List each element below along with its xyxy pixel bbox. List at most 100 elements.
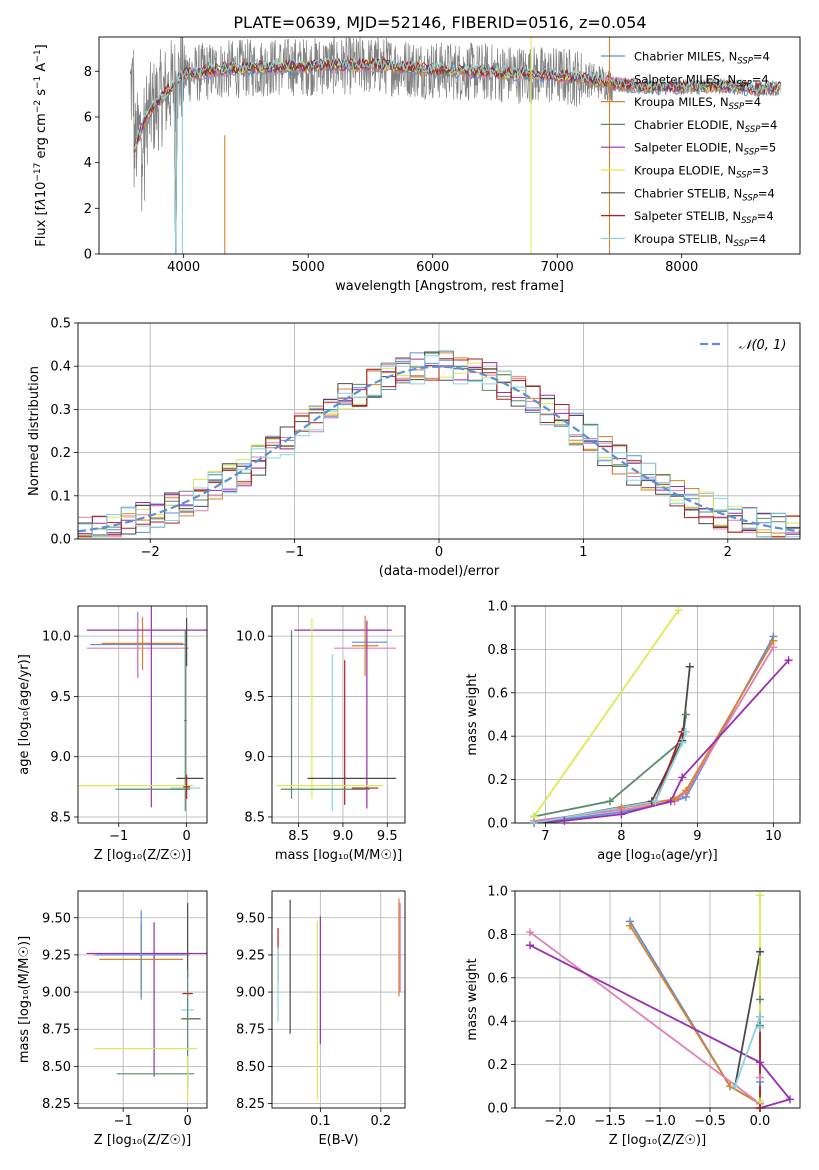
weight-point-marker xyxy=(666,797,675,806)
weight-point-marker xyxy=(606,797,614,806)
mass_vs_Z-plot: −1 0 8.25 8.50 8.75 9.00 9.25 9.50 Z [log₁₀(Z/Z☉… xyxy=(17,890,208,1148)
x-tick-label: 0 xyxy=(182,829,190,844)
weight-point-marker xyxy=(756,1104,764,1112)
y-tick-label: 9.5 xyxy=(50,690,71,705)
y-tick-label: 0.6 xyxy=(487,686,508,701)
age_vs_Z-plot: −1 0 8.5 9.0 9.5 10.0 Z [log₁₀(Z/Z☉)] age [log₁… xyxy=(17,605,208,863)
y-tick-label: 8.5 xyxy=(244,810,265,825)
mass_vs_EBV-plot: 0.1 0.2 8.25 8.50 8.75 9.00 9.25 9.50 E(B-V) xyxy=(236,890,406,1148)
x-tick-label: 6000 xyxy=(416,260,449,275)
y-axis-label: Normed distribution xyxy=(27,366,42,496)
x-tick-label: 8.5 xyxy=(288,829,309,844)
axes-frame xyxy=(271,605,406,824)
x-tick-label: −2.0 xyxy=(544,1114,576,1129)
x-tick-label: 7000 xyxy=(541,260,574,275)
y-tick-label: 0.4 xyxy=(50,360,71,375)
y-tick-label: 0.1 xyxy=(50,489,71,504)
weight-series-line xyxy=(533,659,790,823)
x-axis-label: (data-model)/error xyxy=(379,564,500,579)
x-tick-label: 8000 xyxy=(665,260,698,275)
y-tick-label: 10.0 xyxy=(236,630,265,645)
y-tick-label: 0.3 xyxy=(50,403,71,418)
x-axis-label: E(B-V) xyxy=(318,1133,358,1148)
weight-point-marker xyxy=(651,797,660,806)
weight-series-line xyxy=(529,944,792,1108)
weight-point-marker xyxy=(682,786,690,795)
weight-point-marker xyxy=(617,810,626,819)
legend-entry: Salpeter ELODIE, NSSP=5 xyxy=(634,141,776,158)
weight-point-marker xyxy=(756,1058,764,1067)
x-tick-label: −1.0 xyxy=(644,1114,676,1129)
x-tick-label: 0.0 xyxy=(750,1114,771,1129)
y-tick-label: 9.5 xyxy=(244,690,265,705)
y-tick-label: 8.75 xyxy=(236,1023,265,1038)
axes-frame xyxy=(77,605,208,824)
age_vs_Z-marks xyxy=(78,606,207,811)
y-tick-label: 0.4 xyxy=(487,1015,508,1030)
x-axis-label: mass [log₁₀(M/M☉)] xyxy=(275,848,402,863)
y-tick-label: 0 xyxy=(84,248,92,263)
weight-point-marker xyxy=(526,928,534,937)
age_vs_mass-marks xyxy=(276,615,397,811)
x-tick-label: 9.0 xyxy=(333,829,354,844)
y-tick-label: 8.50 xyxy=(236,1060,265,1075)
y-tick-label: 9.25 xyxy=(42,948,71,963)
y-tick-label: 9.50 xyxy=(236,911,265,926)
legend-entry: Kroupa ELODIE, NSSP=3 xyxy=(634,164,769,181)
y-tick-label: 9.00 xyxy=(236,986,265,1001)
y-tick-label: 9.50 xyxy=(42,911,71,926)
residuals-marks xyxy=(78,350,800,538)
weight-point-marker xyxy=(756,995,764,1004)
x-tick-label: −1 xyxy=(109,829,128,844)
y-tick-label: 0.8 xyxy=(487,928,508,943)
x-tick-label: 9.5 xyxy=(377,829,398,844)
weight-point-marker xyxy=(731,1082,739,1091)
y-tick-label: 9.0 xyxy=(50,750,71,765)
weight-point-marker xyxy=(526,941,534,950)
model-spectrum-line xyxy=(133,57,782,254)
y-tick-label: 0.4 xyxy=(487,730,508,745)
y-tick-label: 9.00 xyxy=(42,986,71,1001)
y-tick-label: 1.0 xyxy=(487,885,508,900)
x-tick-label: 4000 xyxy=(167,260,200,275)
x-axis-label: Z [log₁₀(Z/Z☉)] xyxy=(94,848,191,863)
y-tick-label: 0.0 xyxy=(487,1102,508,1117)
weight_vs_age-plot: 7 8 9 10 0.0 0.2 0.4 0.6 0.8 1.0 age [log₁₀(age/yr… xyxy=(465,600,801,863)
x-tick-label: −1 xyxy=(114,1114,133,1129)
x-tick-label: 0 xyxy=(184,1114,192,1129)
weight-point-marker xyxy=(674,606,683,615)
y-tick-label: 0.2 xyxy=(50,446,71,461)
y-tick-label: 0.8 xyxy=(487,643,508,658)
weight-point-marker xyxy=(530,819,538,827)
weight-series-line xyxy=(533,646,775,822)
axes-frame xyxy=(271,890,406,1109)
y-tick-label: 0.5 xyxy=(50,317,71,332)
weight-point-marker xyxy=(682,727,690,736)
weight-point-marker xyxy=(560,816,569,825)
axes-frame xyxy=(77,890,208,1109)
x-axis-label: age [log₁₀(age/yr)] xyxy=(597,848,718,863)
y-tick-label: 0.2 xyxy=(487,1058,508,1073)
weight-point-marker xyxy=(786,1095,794,1104)
x-tick-label: 7 xyxy=(541,829,549,844)
y-tick-label: 8.5 xyxy=(50,810,71,825)
axes-frame xyxy=(514,890,801,1109)
y-tick-label: 8.25 xyxy=(236,1097,265,1112)
weight-point-marker xyxy=(626,921,634,930)
spectrum-plot: 4000 5000 6000 7000 8000 0 2 4 6 8 wavelength [Ang… xyxy=(33,36,801,294)
residuals-plot: −2 −1 0 1 2 0.0 0.1 0.2 0.3 0.4 0.5 (data-model)/er… xyxy=(27,317,801,579)
legend-entry: Chabrier MILES, NSSP=4 xyxy=(634,50,770,67)
y-axis-label: Flux [fλ10−17 erg cm−2 s−1 A−1] xyxy=(33,44,49,246)
weight-series-line xyxy=(529,931,761,1106)
normal-curve xyxy=(78,365,800,533)
y-tick-label: 0.0 xyxy=(50,533,71,548)
weight_vs_age-marks xyxy=(533,609,790,823)
weight-point-marker xyxy=(769,636,778,645)
weight-point-marker xyxy=(784,656,793,665)
x-tick-label: −1.5 xyxy=(594,1114,626,1129)
legend-entry: 𝒩(0, 1) xyxy=(739,338,786,353)
x-tick-label: 10 xyxy=(765,829,782,844)
weight-series-line xyxy=(629,920,761,1106)
